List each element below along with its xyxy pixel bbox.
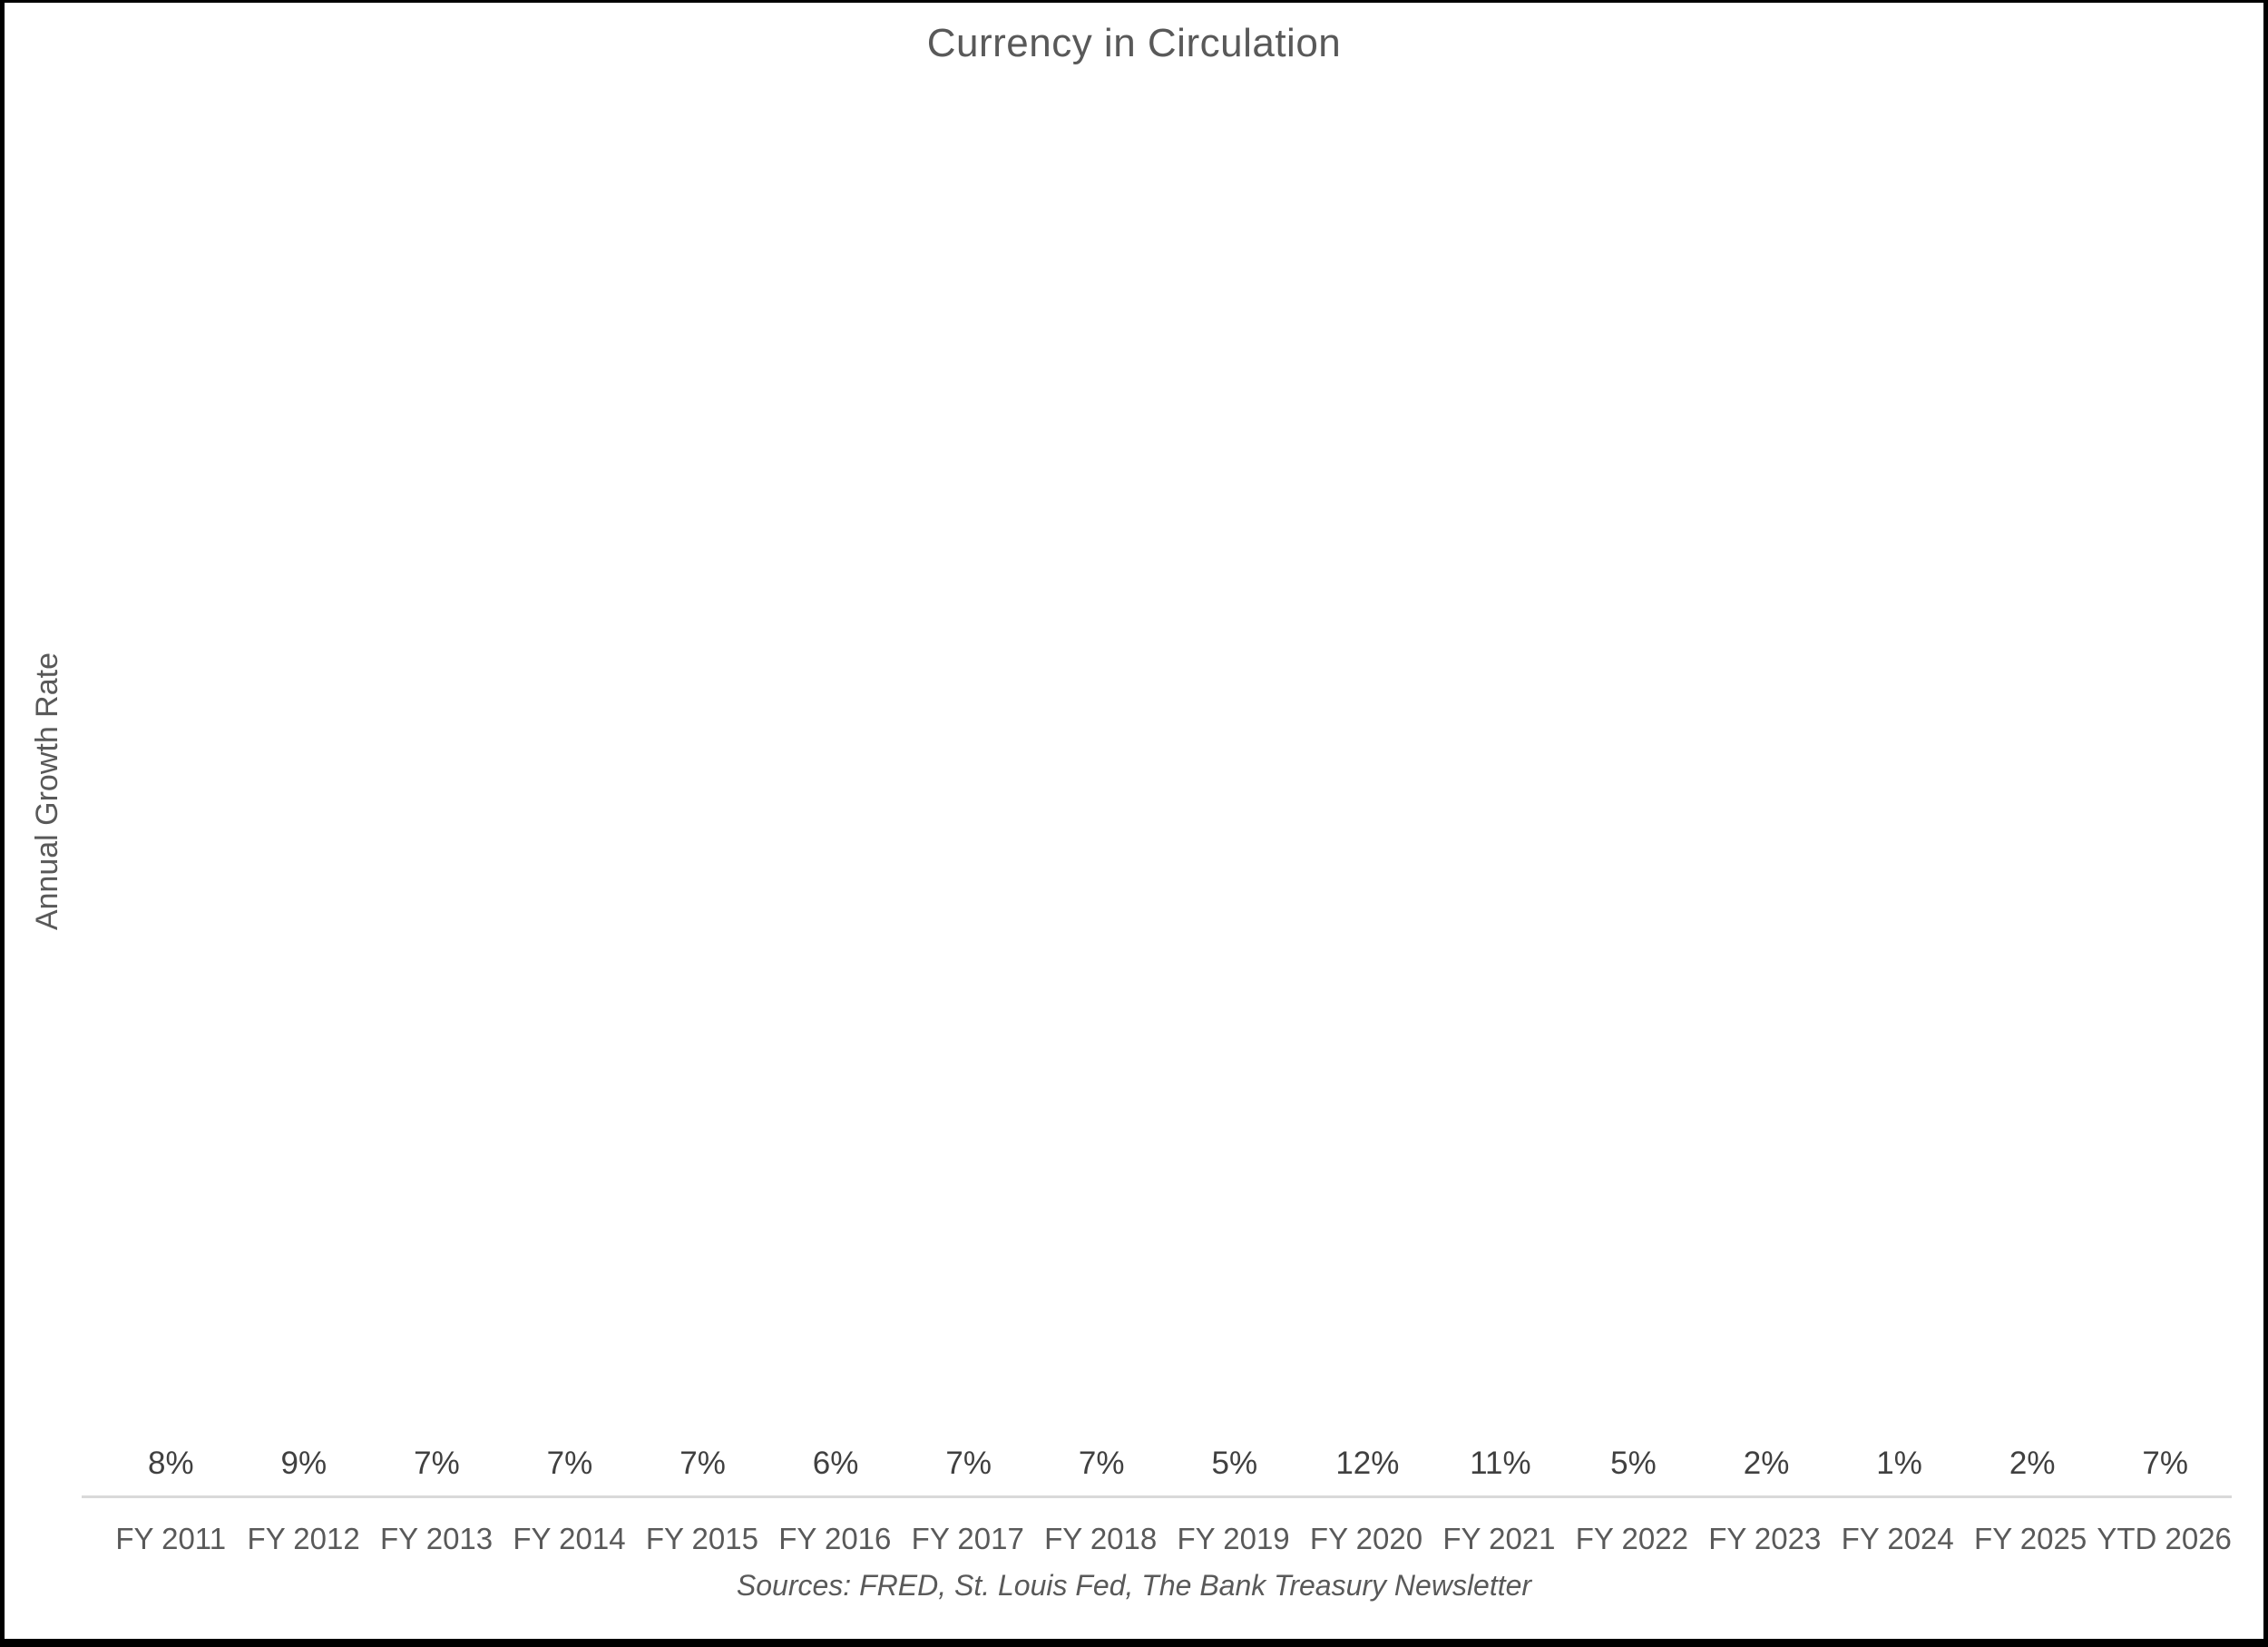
x-tick-label: FY 2022 xyxy=(1575,1522,1688,1555)
bar-slot: 7% xyxy=(1035,1446,1168,1495)
x-tick-label: FY 2021 xyxy=(1442,1522,1556,1555)
bar-value-label: 5% xyxy=(1211,1446,1258,1481)
bar-slot: 7% xyxy=(636,1446,769,1495)
bar-value-label: 5% xyxy=(1610,1446,1657,1481)
chart-title: Currency in Circulation xyxy=(926,21,1342,65)
x-tick-label: FY 2011 xyxy=(115,1522,227,1555)
bar-slot: 6% xyxy=(769,1446,903,1495)
bar-slot: 7% xyxy=(902,1446,1035,1495)
bar-slot: 11% xyxy=(1434,1446,1568,1495)
bars-container: 8% 9% 7% 7% 7% 6% 7% 7% 5% 12% 11% 5% 2% 1% 2% 7% xyxy=(82,84,2232,1498)
bar-slot: 2% xyxy=(1966,1446,2099,1495)
bar-value-label: 9% xyxy=(280,1446,327,1481)
x-tick-label: FY 2019 xyxy=(1177,1522,1290,1555)
x-tick-label: FY 2017 xyxy=(911,1522,1024,1555)
bar-slot: 7% xyxy=(370,1446,503,1495)
bar-slot: 5% xyxy=(1168,1446,1302,1495)
x-tick-label: FY 2020 xyxy=(1309,1522,1423,1555)
bar-slot: 9% xyxy=(238,1446,371,1495)
x-axis-labels: FY 2011 FY 2012 FY 2013 FY 2014 FY 2015 FY 20… xyxy=(82,1498,2232,1556)
bar-value-label: 11% xyxy=(1470,1446,1531,1481)
x-tick-label: FY 2018 xyxy=(1044,1522,1158,1555)
bar-slot: 8% xyxy=(104,1446,238,1495)
bar-value-label: 12% xyxy=(1335,1446,1400,1481)
bar-value-label: 8% xyxy=(147,1446,194,1481)
bar-slot: 7% xyxy=(2098,1446,2232,1495)
bar-value-label: 7% xyxy=(2142,1446,2189,1481)
bar-slot: 2% xyxy=(1700,1446,1833,1495)
x-tick-label: FY 2013 xyxy=(379,1522,494,1555)
bar-value-label: 7% xyxy=(414,1446,460,1481)
sources-note: Sources: FRED, St. Louis Fed, The Bank T… xyxy=(736,1569,1532,1602)
x-tick-label: FY 2024 xyxy=(1841,1522,1954,1555)
y-axis-label-wrap: Annual Growth Rate xyxy=(30,84,65,1498)
x-tick-label: YTD 2026 xyxy=(2097,1522,2232,1555)
x-tick-label: FY 2023 xyxy=(1708,1522,1822,1555)
x-tick-label: FY 2016 xyxy=(778,1522,892,1555)
bar-value-label: 2% xyxy=(1743,1446,1790,1481)
bar-value-label: 6% xyxy=(812,1446,859,1481)
bar-value-label: 2% xyxy=(2009,1446,2056,1481)
bar-value-label: 7% xyxy=(546,1446,593,1481)
x-tick-label: FY 2025 xyxy=(1974,1522,2087,1555)
x-tick-label: FY 2012 xyxy=(247,1522,360,1555)
chart-body: Annual Growth Rate 8% 9% 7% 7% 7% 6% 7% 7% 5% 12%… xyxy=(5,84,2263,1498)
bar-value-label: 7% xyxy=(945,1446,992,1481)
bar-value-label: 7% xyxy=(679,1446,726,1481)
x-tick-label: FY 2015 xyxy=(645,1522,758,1555)
bar-slot: 5% xyxy=(1567,1446,1700,1495)
bar-value-label: 1% xyxy=(1876,1446,1922,1481)
bar-slot: 7% xyxy=(503,1446,637,1495)
bar-value-label: 7% xyxy=(1078,1446,1125,1481)
bar-slot: 12% xyxy=(1301,1446,1434,1495)
bar-slot: 1% xyxy=(1833,1446,1966,1495)
x-tick-label: FY 2014 xyxy=(513,1522,626,1555)
y-axis-label: Annual Growth Rate xyxy=(30,652,64,931)
